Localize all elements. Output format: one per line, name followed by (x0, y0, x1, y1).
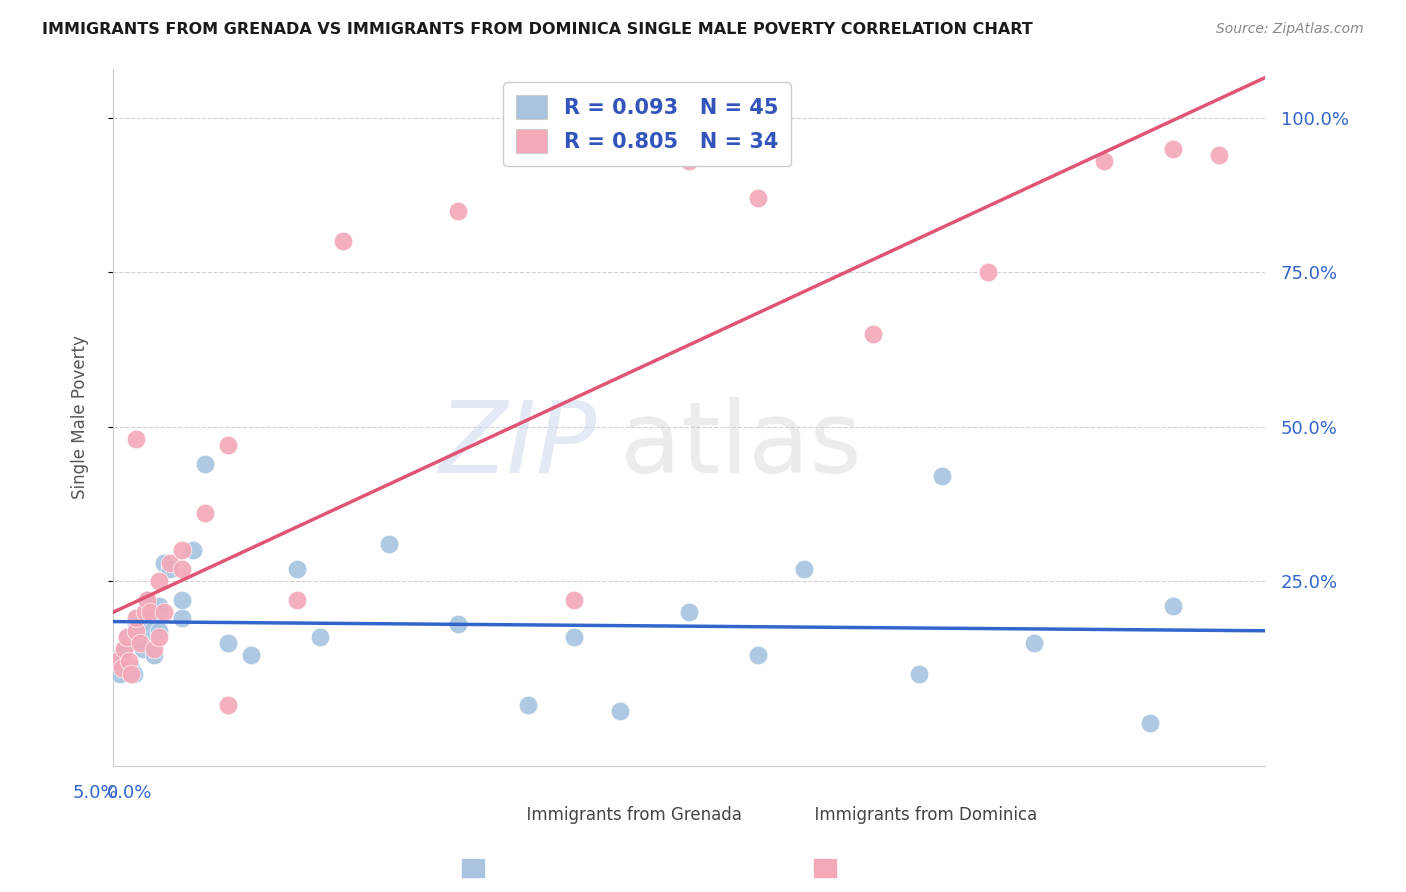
Point (447, 617, 470, 632)
Point (112, 642, 135, 657)
Point (1161, 142, 1184, 156)
Point (132, 642, 155, 657)
Point (120, 666, 142, 681)
Point (1024, 636, 1046, 650)
Point (159, 556, 181, 570)
Point (120, 660, 142, 674)
Point (862, 327, 884, 342)
Point (217, 438, 239, 452)
Point (678, 605, 700, 619)
Point (108, 666, 131, 681)
Point (125, 432, 148, 446)
Point (118, 654, 141, 668)
Point (977, 265, 1000, 279)
Point (170, 611, 193, 625)
Point (217, 636, 239, 650)
Point (129, 636, 152, 650)
Legend: R = 0.093   N = 45, R = 0.805   N = 34: R = 0.093 N = 45, R = 0.805 N = 34 (503, 82, 790, 166)
Point (141, 624, 163, 638)
Point (447, 203, 470, 218)
Point (285, 592, 308, 607)
Point (107, 654, 129, 668)
Point (111, 660, 134, 674)
Point (118, 636, 141, 650)
Point (125, 624, 148, 638)
Point (194, 457, 217, 471)
Point (609, 704, 631, 718)
Point (148, 605, 170, 619)
Point (1092, 154, 1115, 169)
Point (152, 605, 174, 619)
Point (309, 630, 332, 644)
Point (747, 191, 769, 205)
Text: atlas: atlas (620, 397, 862, 494)
Point (125, 611, 148, 625)
Point (747, 648, 769, 663)
Point (217, 698, 239, 712)
Point (148, 574, 170, 588)
Point (134, 605, 156, 619)
Point (931, 469, 953, 483)
Point (143, 648, 166, 663)
Text: Immigrants from Dominica: Immigrants from Dominica (804, 806, 1038, 824)
Point (125, 617, 148, 632)
Point (112, 642, 135, 657)
Point (136, 592, 159, 607)
Point (793, 562, 815, 576)
Point (159, 562, 181, 576)
Point (148, 624, 170, 638)
Point (1139, 716, 1161, 731)
Point (678, 154, 700, 169)
Text: 0.0%: 0.0% (107, 784, 152, 802)
Text: Source: ZipAtlas.com: Source: ZipAtlas.com (1216, 22, 1364, 37)
Point (332, 235, 354, 249)
Point (134, 605, 156, 619)
Y-axis label: Single Male Poverty: Single Male Poverty (72, 335, 89, 500)
Point (1208, 148, 1230, 162)
Point (170, 592, 193, 607)
Point (138, 599, 160, 613)
Point (129, 617, 152, 632)
Point (122, 666, 145, 681)
Point (378, 537, 401, 551)
Point (148, 599, 170, 613)
Point (107, 654, 129, 668)
Point (152, 556, 174, 570)
Point (136, 592, 159, 607)
Point (143, 642, 166, 657)
Point (908, 666, 931, 681)
Point (115, 630, 138, 644)
Point (562, 592, 585, 607)
Point (562, 630, 585, 644)
Point (170, 543, 193, 558)
Point (285, 562, 308, 576)
Point (148, 630, 170, 644)
Point (125, 611, 148, 625)
Point (138, 605, 160, 619)
Point (194, 506, 217, 520)
Point (125, 630, 148, 644)
Point (516, 698, 538, 712)
Point (183, 543, 205, 558)
Point (115, 630, 138, 644)
Text: 5.0%: 5.0% (73, 784, 118, 802)
Text: Immigrants from Grenada: Immigrants from Grenada (516, 806, 742, 824)
Point (111, 648, 134, 663)
Point (170, 562, 193, 576)
Text: IMMIGRANTS FROM GRENADA VS IMMIGRANTS FROM DOMINICA SINGLE MALE POVERTY CORRELAT: IMMIGRANTS FROM GRENADA VS IMMIGRANTS FR… (42, 22, 1033, 37)
Text: ZIP: ZIP (439, 397, 596, 494)
Point (1161, 599, 1184, 613)
Point (125, 636, 148, 650)
Point (240, 648, 263, 663)
